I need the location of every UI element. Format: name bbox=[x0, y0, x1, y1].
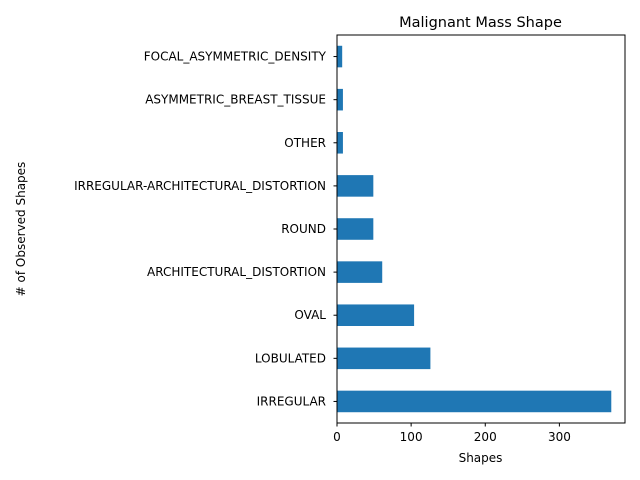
x-tick-label: 0 bbox=[333, 430, 341, 444]
bar-lobulated bbox=[337, 347, 431, 370]
y-axis-label: # of Observed Shapes bbox=[14, 162, 28, 297]
bar-irregular-architectural-distortion bbox=[337, 175, 374, 197]
bar-asymmetric-breast-tissue bbox=[337, 88, 343, 111]
x-axis-label: Shapes bbox=[459, 451, 503, 465]
bar-oval bbox=[337, 304, 415, 326]
bars bbox=[337, 45, 612, 413]
y-tick-label: LOBULATED bbox=[255, 351, 326, 365]
x-tick-label: 200 bbox=[474, 430, 497, 444]
y-tick-label: OVAL bbox=[294, 308, 326, 322]
y-tick-label: ARCHITECTURAL_DISTORTION bbox=[147, 265, 326, 279]
plot-area-frame bbox=[336, 34, 626, 424]
y-axis-ticks: IRREGULAR LOBULATED OVAL ARCHITECTURAL_DIST… bbox=[74, 50, 337, 408]
y-tick-label: OTHER bbox=[284, 136, 326, 150]
bar-other bbox=[337, 132, 343, 154]
y-tick-label: FOCAL_ASYMMETRIC_DENSITY bbox=[144, 50, 327, 64]
x-tick-label: 300 bbox=[548, 430, 571, 444]
x-axis-ticks: 0 100 200 300 bbox=[333, 423, 571, 444]
x-tick-label: 100 bbox=[400, 430, 423, 444]
y-tick-label: ASYMMETRIC_BREAST_TISSUE bbox=[145, 93, 326, 107]
bar-round bbox=[337, 218, 374, 240]
y-tick-label: IRREGULAR bbox=[257, 394, 326, 408]
y-tick-label: IRREGULAR-ARCHITECTURAL_DISTORTION bbox=[74, 179, 326, 193]
bar-irregular bbox=[337, 390, 612, 413]
y-tick-label: ROUND bbox=[281, 222, 326, 236]
bar-focal-asymmetric-density bbox=[337, 45, 343, 68]
bar-architectural-distortion bbox=[337, 261, 383, 283]
chart-title: Malignant Mass Shape bbox=[399, 15, 562, 31]
